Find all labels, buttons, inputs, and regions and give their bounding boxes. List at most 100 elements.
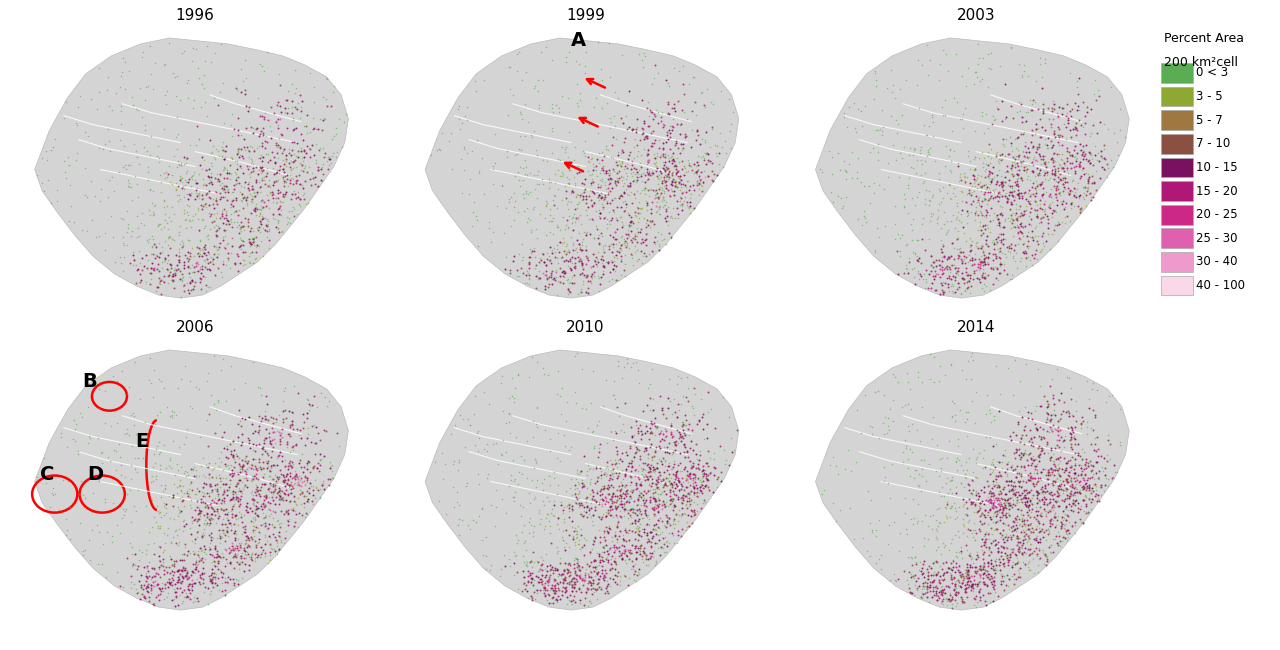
Point — [600, 219, 621, 229]
Point — [618, 497, 639, 508]
Point — [259, 203, 279, 213]
Point — [257, 221, 278, 231]
Point — [315, 391, 335, 402]
Point — [968, 38, 988, 49]
Point — [659, 514, 680, 525]
Point — [626, 464, 646, 474]
Point — [212, 165, 233, 176]
Point — [142, 563, 163, 573]
Point — [1027, 549, 1047, 559]
Point — [303, 150, 324, 160]
Point — [151, 512, 172, 522]
Point — [294, 475, 315, 486]
Point — [177, 466, 197, 476]
Point — [230, 240, 251, 250]
Point — [261, 519, 282, 530]
Point — [599, 474, 620, 485]
Point — [270, 434, 291, 445]
Point — [686, 487, 707, 497]
Point — [634, 543, 654, 553]
Point — [692, 177, 713, 188]
Point — [246, 177, 266, 187]
Point — [522, 530, 543, 541]
Point — [946, 601, 966, 612]
Point — [216, 461, 237, 471]
Point — [233, 203, 253, 213]
Point — [908, 80, 928, 90]
Point — [285, 161, 306, 172]
Point — [566, 190, 586, 201]
Point — [957, 569, 978, 579]
Point — [1016, 514, 1037, 525]
Point — [612, 146, 632, 156]
Point — [987, 471, 1007, 481]
Point — [905, 465, 925, 476]
Point — [675, 509, 695, 519]
Point — [983, 488, 1004, 499]
Point — [273, 476, 293, 486]
Point — [607, 215, 627, 226]
Point — [506, 171, 526, 181]
Point — [577, 460, 598, 471]
Point — [1037, 551, 1057, 561]
Point — [223, 499, 243, 509]
Point — [127, 564, 147, 574]
Point — [197, 231, 218, 241]
Point — [1047, 488, 1068, 499]
Point — [686, 480, 707, 490]
Point — [614, 523, 635, 533]
Point — [591, 180, 612, 190]
Point — [860, 198, 881, 209]
Point — [978, 252, 998, 262]
Point — [1010, 234, 1030, 244]
Point — [243, 357, 264, 367]
Point — [963, 532, 983, 542]
Point — [535, 572, 556, 582]
Point — [590, 584, 611, 594]
Point — [1015, 205, 1036, 215]
Point — [965, 238, 986, 248]
Point — [1009, 223, 1029, 233]
Point — [233, 510, 253, 520]
Point — [191, 461, 211, 471]
Point — [1087, 94, 1107, 105]
Point — [682, 481, 703, 491]
Point — [634, 213, 654, 224]
Point — [148, 219, 169, 229]
Point — [1085, 445, 1106, 456]
Point — [956, 567, 977, 577]
Point — [1021, 226, 1042, 236]
Point — [584, 161, 604, 172]
Point — [948, 278, 969, 288]
Point — [170, 481, 191, 491]
Point — [1024, 460, 1044, 471]
Point — [530, 514, 550, 525]
Point — [634, 526, 654, 537]
Point — [145, 575, 165, 586]
Point — [191, 200, 211, 210]
Point — [970, 207, 991, 217]
Point — [308, 145, 329, 155]
Point — [966, 567, 987, 578]
Point — [1018, 510, 1038, 520]
Point — [214, 225, 234, 235]
Point — [636, 495, 657, 505]
Point — [166, 530, 187, 540]
Point — [956, 283, 977, 293]
Point — [236, 467, 256, 477]
Point — [621, 220, 641, 230]
Point — [655, 213, 676, 224]
Point — [189, 508, 210, 518]
Point — [614, 398, 635, 408]
Point — [927, 213, 947, 224]
Point — [672, 60, 692, 71]
Point — [1061, 441, 1082, 452]
Point — [243, 471, 264, 481]
Point — [1023, 554, 1043, 564]
Point — [989, 261, 1010, 272]
Point — [988, 218, 1009, 228]
Point — [586, 252, 607, 263]
Point — [899, 462, 919, 473]
Point — [996, 512, 1016, 522]
Point — [663, 519, 684, 529]
